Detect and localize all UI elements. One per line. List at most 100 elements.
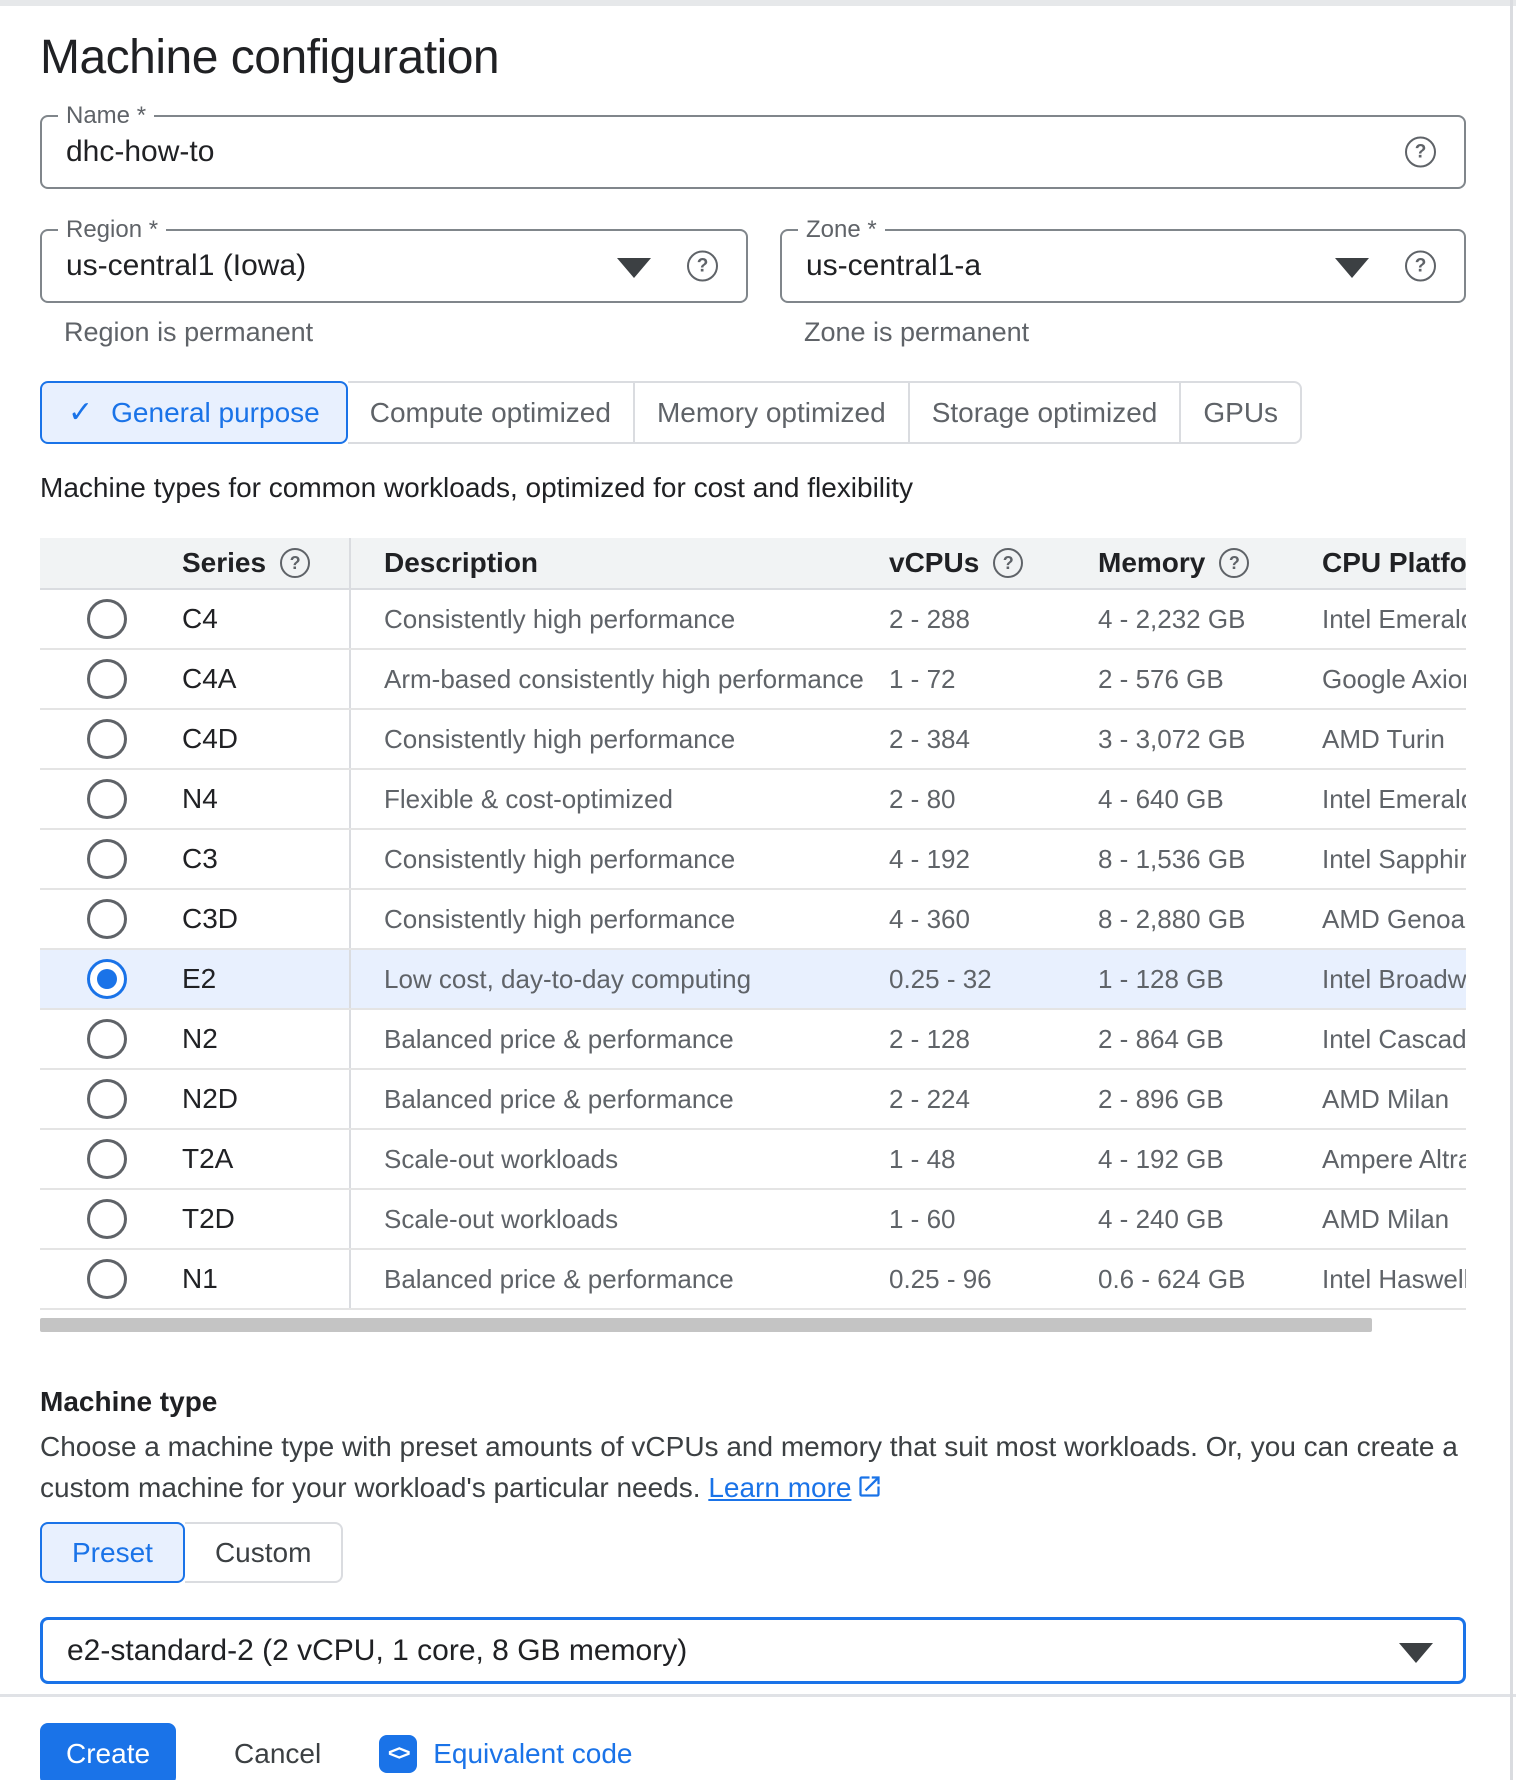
- series-row-t2a[interactable]: T2A Scale-out workloads 1 - 48 4 - 192 GB Am…: [40, 1130, 1466, 1190]
- series-radio-cell[interactable]: [40, 1259, 174, 1299]
- radio-icon[interactable]: [87, 839, 127, 879]
- series-row-e2[interactable]: E2 Low cost, day-to-day computing 0.25 - 3…: [40, 950, 1466, 1010]
- caret-down-icon: [1399, 1642, 1433, 1663]
- radio-icon[interactable]: [87, 719, 127, 759]
- series-vcpus: 1 - 60: [889, 1203, 956, 1234]
- region-select[interactable]: Region * us-central1 (Iowa) ?: [40, 216, 748, 303]
- region-helper-text: Region is permanent: [64, 317, 314, 347]
- radio-icon[interactable]: [87, 1259, 127, 1299]
- series-cpu-platform: Intel Sapphire: [1322, 843, 1466, 874]
- zone-select[interactable]: Zone * us-central1-a ?: [780, 216, 1466, 303]
- name-field-value: dhc-how-to: [66, 135, 215, 168]
- series-cpu-platform: Intel Broadwell: [1322, 963, 1466, 994]
- series-radio-cell[interactable]: [40, 959, 174, 999]
- series-description: Balanced price & performance: [384, 1083, 734, 1114]
- series-cpu-platform: Intel Emerald: [1322, 603, 1466, 634]
- help-icon[interactable]: ?: [1405, 136, 1436, 168]
- series-radio-cell[interactable]: [40, 1199, 174, 1239]
- help-icon[interactable]: ?: [280, 548, 311, 578]
- series-row-n2[interactable]: N2 Balanced price & performance 2 - 128 2 -…: [40, 1010, 1466, 1070]
- open-in-new-icon: [856, 1470, 883, 1497]
- series-name: C4D: [174, 710, 351, 768]
- radio-selected-icon[interactable]: [87, 959, 127, 999]
- create-button[interactable]: Create: [40, 1723, 177, 1780]
- series-memory: 3 - 3,072 GB: [1098, 723, 1246, 754]
- series-name: N2: [174, 1010, 351, 1068]
- series-radio-cell[interactable]: [40, 719, 174, 759]
- series-radio-cell[interactable]: [40, 659, 174, 699]
- radio-icon[interactable]: [87, 1139, 127, 1179]
- series-description: Scale-out workloads: [384, 1203, 619, 1234]
- right-edge-divider: [1510, 0, 1513, 1780]
- cancel-button[interactable]: Cancel: [234, 1738, 322, 1769]
- series-row-c4[interactable]: C4 Consistently high performance 2 - 288 4 …: [40, 590, 1466, 650]
- series-radio-cell[interactable]: [40, 1079, 174, 1119]
- series-radio-cell[interactable]: [40, 1139, 174, 1179]
- radio-icon[interactable]: [87, 779, 127, 819]
- caret-down-icon: [617, 258, 651, 278]
- equivalent-code-button[interactable]: <> Equivalent code: [379, 1735, 632, 1773]
- series-name: C3D: [174, 890, 351, 948]
- name-field[interactable]: Name * dhc-how-to ?: [40, 102, 1466, 189]
- series-memory: 8 - 1,536 GB: [1098, 843, 1246, 874]
- region-select-label: Region *: [58, 216, 167, 244]
- horizontal-scrollbar[interactable]: [40, 1318, 1466, 1332]
- series-radio-cell[interactable]: [40, 599, 174, 639]
- header-radio-spacer: [40, 538, 174, 588]
- action-bar: Create Cancel <> Equivalent code: [40, 1723, 1466, 1780]
- top-divider: [0, 0, 1516, 6]
- radio-icon[interactable]: [87, 1019, 127, 1059]
- tab-memory-optimized[interactable]: Memory optimized: [634, 381, 910, 444]
- series-radio-cell[interactable]: [40, 1019, 174, 1059]
- tab-label: Storage optimized: [931, 396, 1158, 428]
- series-row-n4[interactable]: N4 Flexible & cost-optimized 2 - 80 4 - 640…: [40, 770, 1466, 830]
- help-icon[interactable]: ?: [993, 548, 1024, 578]
- equivalent-code-label: Equivalent code: [433, 1738, 633, 1769]
- help-icon[interactable]: ?: [1405, 250, 1436, 282]
- series-row-c3[interactable]: C3 Consistently high performance 4 - 192 8 …: [40, 830, 1466, 890]
- tab-label: GPUs: [1203, 396, 1279, 428]
- series-cpu-platform: AMD Genoa: [1322, 903, 1466, 934]
- radio-icon[interactable]: [87, 1079, 127, 1119]
- tab-general-purpose[interactable]: ✓ General purpose: [40, 381, 348, 444]
- series-row-c4d[interactable]: C4D Consistently high performance 2 - 384 3…: [40, 710, 1466, 770]
- series-radio-cell[interactable]: [40, 779, 174, 819]
- series-row-c4a[interactable]: C4A Arm-based consistently high performan…: [40, 650, 1466, 710]
- region-select-value: us-central1 (Iowa): [66, 249, 307, 282]
- tab-compute-optimized[interactable]: Compute optimized: [347, 381, 635, 444]
- radio-icon[interactable]: [87, 599, 127, 639]
- series-description: Scale-out workloads: [384, 1143, 619, 1174]
- tab-storage-optimized[interactable]: Storage optimized: [909, 381, 1182, 444]
- series-radio-cell[interactable]: [40, 839, 174, 879]
- series-vcpus: 2 - 384: [889, 723, 970, 754]
- series-row-t2d[interactable]: T2D Scale-out workloads 1 - 60 4 - 240 GB AM…: [40, 1190, 1466, 1250]
- preset-button[interactable]: Preset: [40, 1522, 185, 1583]
- series-vcpus: 1 - 72: [889, 663, 956, 694]
- radio-icon[interactable]: [87, 1199, 127, 1239]
- radio-icon[interactable]: [87, 899, 127, 939]
- help-icon[interactable]: ?: [1219, 548, 1250, 578]
- scrollbar-thumb[interactable]: [40, 1318, 1372, 1332]
- series-row-n1[interactable]: N1 Balanced price & performance 0.25 - 96 0…: [40, 1250, 1466, 1310]
- series-radio-cell[interactable]: [40, 899, 174, 939]
- series-row-n2d[interactable]: N2D Balanced price & performance 2 - 224 2 …: [40, 1070, 1466, 1130]
- tab-gpus[interactable]: GPUs: [1181, 381, 1303, 444]
- machine-type-select[interactable]: e2-standard-2 (2 vCPU, 1 core, 8 GB memo…: [40, 1617, 1466, 1684]
- series-name: T2D: [174, 1190, 351, 1248]
- family-description: Machine types for common workloads, opti…: [40, 472, 914, 503]
- series-memory: 4 - 2,232 GB: [1098, 603, 1246, 634]
- learn-more-link[interactable]: Learn more: [708, 1472, 852, 1503]
- series-description: Consistently high performance: [384, 843, 736, 874]
- column-header-label: vCPUs: [889, 547, 980, 578]
- series-cpu-platform: Ampere Altra: [1322, 1143, 1466, 1174]
- custom-button[interactable]: Custom: [184, 1522, 344, 1583]
- series-memory: 4 - 240 GB: [1098, 1203, 1224, 1234]
- series-memory: 2 - 864 GB: [1098, 1023, 1224, 1054]
- series-name: N4: [174, 770, 351, 828]
- help-icon[interactable]: ?: [687, 250, 718, 282]
- machine-type-description-text: Choose a machine type with preset amount…: [40, 1431, 1458, 1503]
- radio-icon[interactable]: [87, 659, 127, 699]
- series-row-c3d[interactable]: C3D Consistently high performance 4 - 360 8…: [40, 890, 1466, 950]
- series-cpu-platform: AMD Milan: [1322, 1083, 1450, 1114]
